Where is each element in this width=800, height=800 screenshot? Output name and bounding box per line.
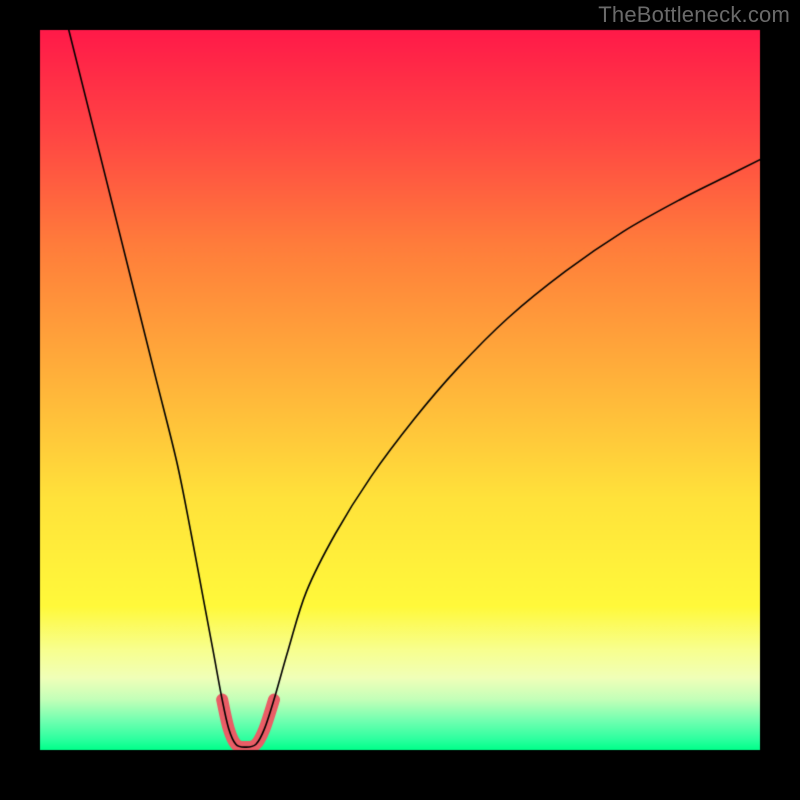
bottleneck-chart (0, 0, 800, 800)
chart-stage: TheBottleneck.com (0, 0, 800, 800)
watermark-text: TheBottleneck.com (598, 2, 790, 28)
